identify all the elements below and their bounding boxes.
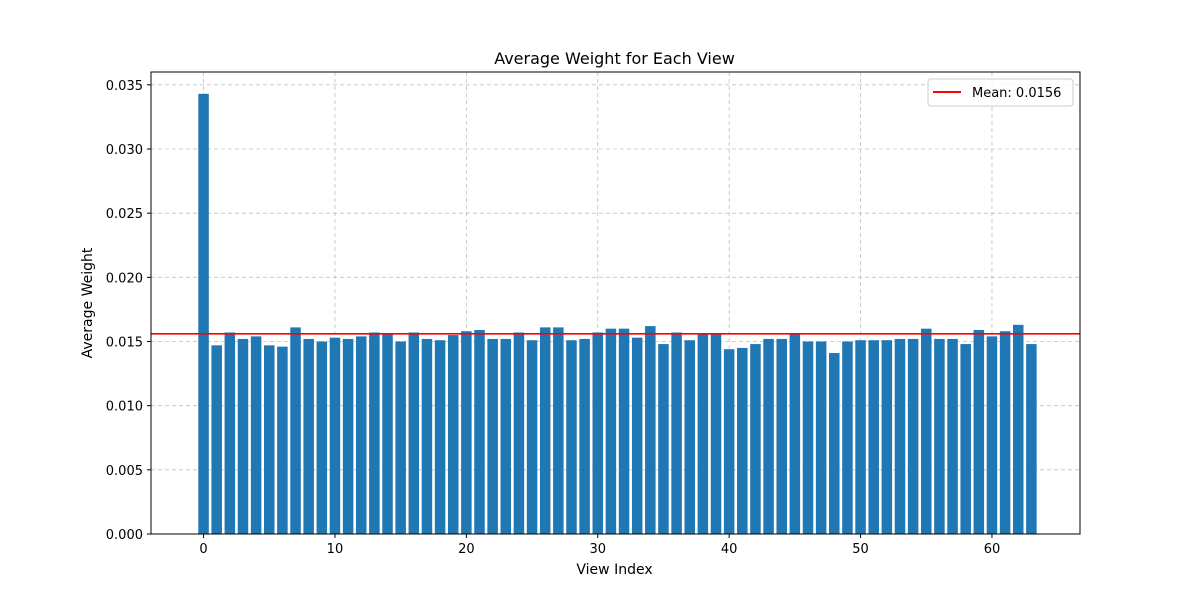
bar bbox=[264, 345, 275, 534]
bar bbox=[461, 331, 472, 534]
y-axis-ticks: 0.000 0.005 0.010 0.015 0.020 0.025 0.030 0.035 bbox=[106, 79, 151, 543]
bar bbox=[973, 329, 985, 534]
y-tick-label: 0.035 bbox=[106, 79, 143, 94]
y-tick-label: 0.015 bbox=[106, 336, 143, 351]
x-tick-label: 20 bbox=[458, 542, 475, 557]
bar bbox=[198, 93, 209, 535]
legend-box bbox=[927, 78, 1074, 107]
bar bbox=[737, 347, 748, 534]
bar bbox=[290, 327, 301, 534]
bars bbox=[198, 93, 1037, 535]
bar bbox=[986, 336, 998, 534]
bar bbox=[684, 340, 695, 534]
y-axis-label: Average Weight bbox=[80, 247, 96, 358]
bar bbox=[421, 338, 433, 534]
bar bbox=[842, 341, 853, 534]
bar bbox=[631, 337, 643, 534]
x-tick-label: 50 bbox=[852, 542, 869, 557]
bar bbox=[316, 341, 328, 534]
bar bbox=[921, 328, 932, 534]
bar bbox=[329, 337, 341, 534]
y-tick-label: 0.000 bbox=[106, 528, 143, 543]
bar bbox=[723, 349, 735, 534]
bar bbox=[763, 338, 774, 534]
bar bbox=[526, 340, 538, 534]
bar bbox=[434, 340, 446, 534]
bar bbox=[710, 333, 722, 534]
bar bbox=[947, 338, 958, 534]
bar bbox=[868, 340, 879, 534]
bar bbox=[474, 329, 485, 534]
y-tick-label: 0.030 bbox=[106, 143, 143, 158]
plot-frame bbox=[150, 71, 1081, 535]
bar bbox=[250, 336, 262, 534]
bar bbox=[934, 338, 945, 534]
bar bbox=[605, 328, 617, 534]
x-tick-label: 60 bbox=[984, 542, 1001, 557]
x-axis-ticks: 0 10 20 30 40 50 60 bbox=[199, 534, 1000, 557]
bar bbox=[645, 326, 656, 534]
bar bbox=[750, 344, 761, 534]
bar bbox=[566, 340, 577, 534]
bar bbox=[237, 338, 249, 534]
legend: Mean: 0.0156 bbox=[927, 78, 1074, 107]
x-tick-label: 40 bbox=[721, 542, 738, 557]
bar bbox=[592, 332, 604, 534]
bar bbox=[881, 340, 893, 534]
x-tick-label: 0 bbox=[199, 542, 207, 557]
bar bbox=[355, 336, 367, 534]
bar bbox=[855, 340, 866, 534]
bar bbox=[382, 333, 393, 534]
bar bbox=[369, 332, 380, 534]
bar bbox=[618, 328, 630, 534]
bar bbox=[303, 338, 314, 534]
bar bbox=[960, 344, 971, 534]
bar bbox=[408, 332, 420, 534]
bar bbox=[658, 344, 669, 534]
y-tick-label: 0.020 bbox=[106, 271, 143, 286]
bar bbox=[553, 327, 564, 534]
chart-title: Average Weight for Each View bbox=[494, 49, 735, 68]
bar bbox=[513, 332, 525, 534]
bar bbox=[395, 341, 406, 534]
bar bbox=[829, 353, 840, 534]
x-axis-label: View Index bbox=[576, 562, 652, 578]
y-tick-label: 0.010 bbox=[106, 400, 143, 415]
bar bbox=[277, 346, 288, 534]
bar bbox=[447, 335, 459, 534]
legend-mean-label: Mean: 0.0156 bbox=[972, 86, 1061, 101]
bar bbox=[802, 341, 814, 534]
bar bbox=[671, 332, 682, 534]
bar bbox=[211, 345, 222, 534]
bar bbox=[579, 338, 590, 534]
bar bbox=[500, 338, 512, 534]
bar bbox=[789, 333, 801, 534]
bar bbox=[224, 332, 236, 534]
bar bbox=[697, 333, 709, 534]
bar bbox=[776, 338, 787, 534]
bar bbox=[1012, 324, 1024, 534]
y-tick-label: 0.025 bbox=[106, 207, 143, 222]
bar bbox=[815, 341, 827, 534]
x-tick-label: 30 bbox=[589, 542, 606, 557]
bar bbox=[999, 331, 1011, 534]
bar bbox=[539, 327, 551, 534]
bar bbox=[1026, 344, 1037, 534]
bar bbox=[907, 338, 919, 534]
bar bbox=[487, 338, 498, 534]
x-tick-label: 10 bbox=[327, 542, 344, 557]
bar bbox=[342, 338, 354, 534]
y-tick-label: 0.005 bbox=[106, 464, 143, 479]
bar bbox=[894, 338, 906, 534]
